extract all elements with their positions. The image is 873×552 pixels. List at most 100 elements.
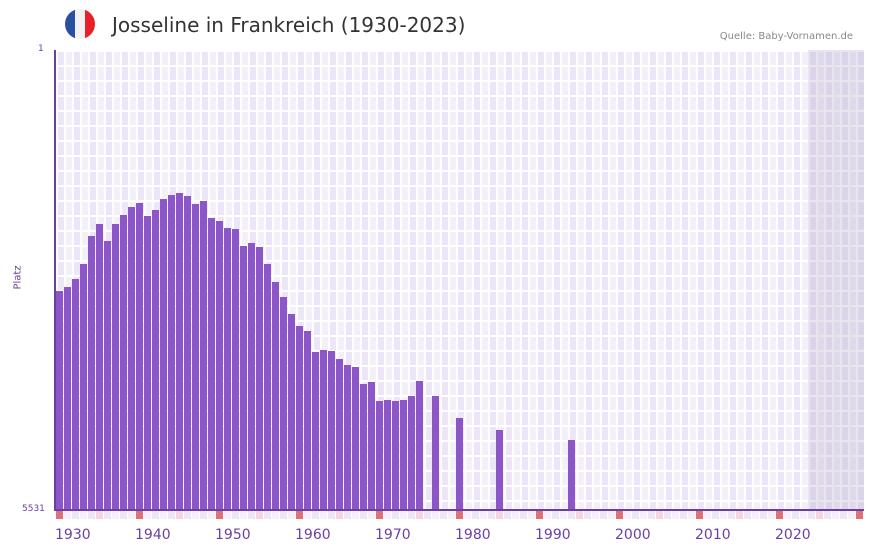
year-marker [88, 511, 95, 519]
bar-1956[interactable] [264, 264, 271, 510]
year-marker [64, 511, 71, 519]
bar-1952[interactable] [232, 229, 239, 510]
year-marker [720, 511, 727, 519]
bar-1977[interactable] [432, 396, 439, 510]
bar-1963[interactable] [320, 350, 327, 510]
bar-1969[interactable] [368, 382, 375, 510]
bar-1944[interactable] [168, 195, 175, 510]
bar-1964[interactable] [328, 351, 335, 510]
bar-1939[interactable] [128, 207, 135, 510]
bar-1965[interactable] [336, 358, 343, 510]
bar-1959[interactable] [288, 314, 295, 510]
bar-1968[interactable] [360, 384, 367, 510]
bar-1947[interactable] [192, 204, 199, 510]
year-marker [712, 511, 719, 519]
x-tick-label: 1980 [455, 527, 491, 543]
bar-1935[interactable] [96, 224, 103, 510]
year-marker [632, 511, 639, 519]
year-marker [248, 511, 255, 519]
year-marker [512, 511, 519, 519]
year-marker [384, 511, 391, 519]
x-tick-label: 1990 [535, 527, 571, 543]
year-marker [600, 511, 607, 519]
bar-1973[interactable] [400, 399, 407, 510]
bar-1938[interactable] [120, 215, 127, 510]
x-tick-label: 1950 [215, 527, 251, 543]
x-tick-label: 2010 [695, 527, 731, 543]
source-credit: Quelle: Baby-Vornamen.de [719, 31, 853, 42]
year-marker [368, 511, 375, 519]
bar-1954[interactable] [248, 242, 255, 510]
bar-1994[interactable] [568, 439, 575, 510]
year-marker [376, 511, 383, 519]
bar-1962[interactable] [312, 352, 319, 510]
bar-1970[interactable] [376, 400, 383, 510]
bar-1960[interactable] [296, 326, 303, 510]
year-marker [344, 511, 351, 519]
year-marker [96, 511, 103, 519]
bar-1975[interactable] [416, 381, 423, 510]
bar-1948[interactable] [200, 201, 207, 510]
bar-1985[interactable] [496, 429, 503, 510]
bar-1950[interactable] [216, 221, 223, 510]
year-marker [760, 511, 767, 519]
bar-1953[interactable] [240, 246, 247, 510]
bar-1972[interactable] [392, 401, 399, 510]
year-marker [448, 511, 455, 519]
year-marker [480, 511, 487, 519]
year-marker [768, 511, 775, 519]
year-marker [232, 511, 239, 519]
bar-1940[interactable] [136, 203, 143, 510]
year-marker [216, 511, 223, 519]
year-marker [648, 511, 655, 519]
bar-1930[interactable] [56, 291, 63, 510]
year-marker [264, 511, 271, 519]
year-marker [672, 511, 679, 519]
bar-1951[interactable] [224, 228, 231, 510]
year-marker [568, 511, 575, 519]
year-marker [240, 511, 247, 519]
year-marker [304, 511, 311, 519]
year-marker-strip [56, 511, 864, 519]
bar-1958[interactable] [280, 297, 287, 510]
bar-1967[interactable] [352, 367, 359, 510]
bar-1961[interactable] [304, 331, 311, 510]
year-marker [184, 511, 191, 519]
year-marker [456, 511, 463, 519]
bar-1966[interactable] [344, 365, 351, 510]
bar-1942[interactable] [152, 210, 159, 510]
x-tick-label: 2000 [615, 527, 651, 543]
bar-1957[interactable] [272, 282, 279, 510]
bar-1934[interactable] [88, 236, 95, 510]
year-marker [472, 511, 479, 519]
year-marker [536, 511, 543, 519]
bar-1971[interactable] [384, 399, 391, 510]
bar-1980[interactable] [456, 417, 463, 510]
bar-1946[interactable] [184, 196, 191, 510]
bar-1949[interactable] [208, 217, 215, 510]
bar-1941[interactable] [144, 216, 151, 510]
year-marker [576, 511, 583, 519]
bar-1945[interactable] [176, 193, 183, 510]
bar-1932[interactable] [72, 279, 79, 510]
year-marker [352, 511, 359, 519]
bar-1974[interactable] [408, 395, 415, 510]
bar-1931[interactable] [64, 287, 71, 510]
year-marker [792, 511, 799, 519]
bar-1936[interactable] [104, 241, 111, 510]
flag-white [75, 9, 85, 39]
year-marker [312, 511, 319, 519]
year-marker [320, 511, 327, 519]
year-marker [744, 511, 751, 519]
year-marker [360, 511, 367, 519]
year-marker [504, 511, 511, 519]
bar-1943[interactable] [160, 199, 167, 510]
x-tick-label: 2020 [775, 527, 811, 543]
bar-1937[interactable] [112, 224, 119, 510]
year-marker [464, 511, 471, 519]
year-marker [688, 511, 695, 519]
y-axis-title: Platz [12, 265, 24, 290]
year-marker [680, 511, 687, 519]
bar-1933[interactable] [80, 264, 87, 510]
bar-1955[interactable] [256, 247, 263, 510]
